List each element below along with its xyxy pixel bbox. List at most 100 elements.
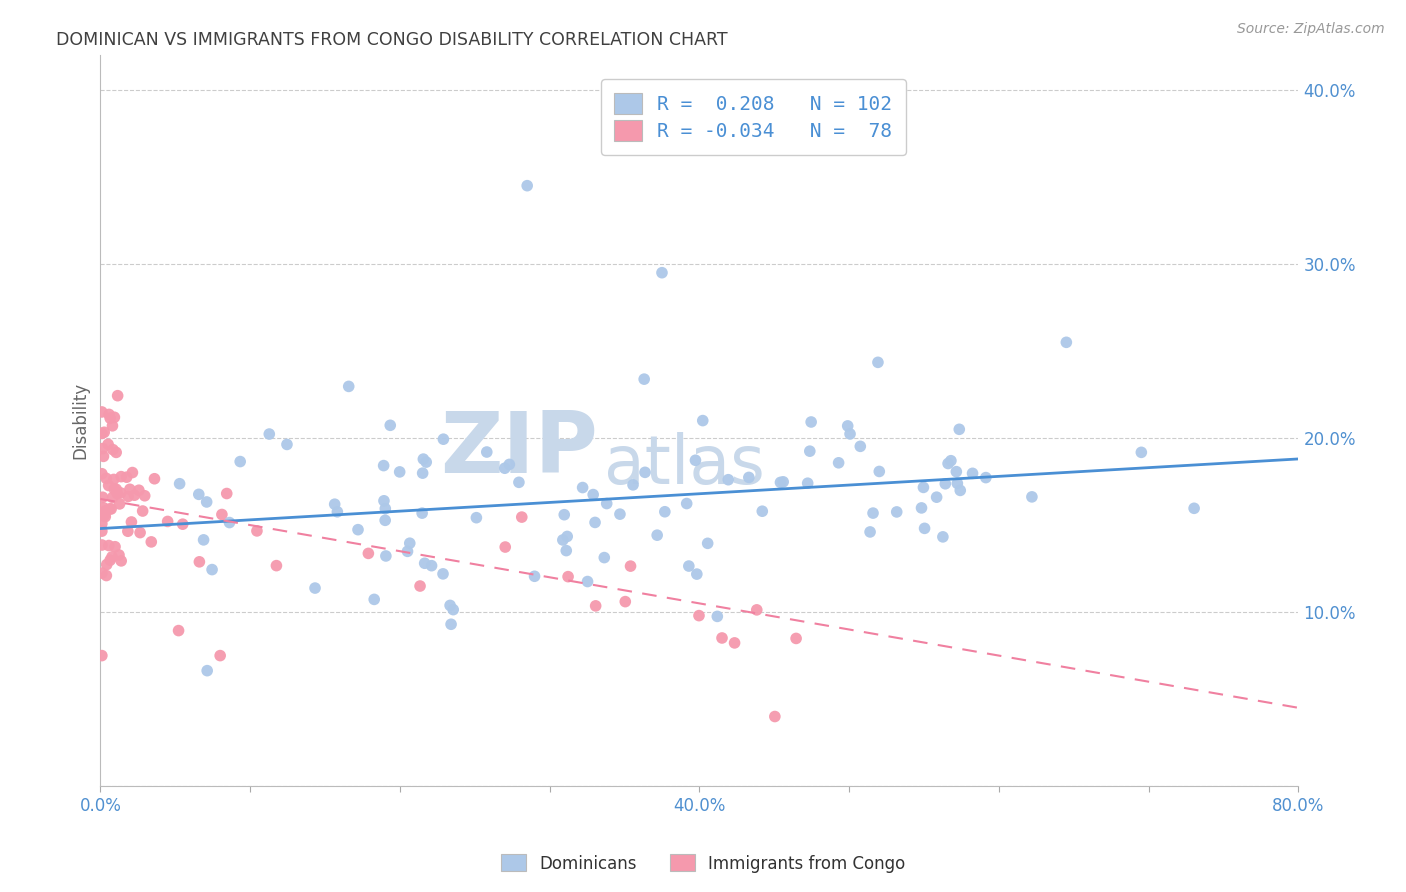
Legend: R =  0.208   N = 102, R = -0.034   N =  78: R = 0.208 N = 102, R = -0.034 N = 78 [600, 79, 905, 155]
Point [103, 410, 125, 425]
Point [110, 469, 132, 483]
Point [156, 515, 179, 529]
Point [134, 489, 156, 503]
Point [738, 470, 761, 484]
Point [785, 632, 807, 646]
Point [218, 516, 240, 530]
Point [326, 505, 349, 519]
Point [412, 452, 434, 467]
Point [90, 648, 112, 663]
Point [103, 472, 125, 486]
Point [363, 592, 385, 607]
Point [516, 178, 538, 193]
Point [187, 487, 209, 501]
Point [769, 475, 792, 490]
Point [614, 594, 637, 608]
Point [827, 456, 849, 470]
Point [103, 482, 125, 496]
Point [215, 486, 238, 500]
Point [347, 523, 370, 537]
Point [621, 478, 644, 492]
Point [475, 445, 498, 459]
Point [93, 500, 115, 515]
Point [939, 453, 962, 467]
Point [910, 500, 932, 515]
Point [172, 517, 194, 532]
Point [201, 563, 224, 577]
Point [211, 508, 233, 522]
Point [304, 581, 326, 595]
Point [124, 488, 146, 502]
Point [105, 483, 128, 497]
Point [93, 425, 115, 440]
Point [374, 513, 396, 527]
Point [96, 568, 118, 582]
Point [751, 504, 773, 518]
Point [706, 609, 728, 624]
Point [441, 602, 464, 616]
Point [104, 540, 127, 554]
Point [962, 467, 984, 481]
Point [634, 466, 657, 480]
Point [98, 501, 121, 516]
Point [107, 389, 129, 403]
Point [862, 506, 884, 520]
Point [523, 569, 546, 583]
Point [413, 556, 436, 570]
Point [675, 497, 697, 511]
Point [118, 483, 141, 497]
Point [93, 508, 115, 522]
Point [711, 631, 734, 645]
Point [96, 558, 118, 572]
Point [195, 664, 218, 678]
Point [582, 487, 605, 501]
Point [131, 504, 153, 518]
Text: Source: ZipAtlas.com: Source: ZipAtlas.com [1237, 22, 1385, 37]
Point [90, 524, 112, 538]
Point [357, 546, 380, 560]
Point [117, 490, 139, 504]
Point [763, 709, 786, 723]
Point [188, 555, 211, 569]
Point [110, 554, 132, 568]
Point [849, 439, 872, 453]
Point [117, 524, 139, 539]
Point [934, 476, 956, 491]
Point [796, 476, 818, 491]
Point [276, 437, 298, 451]
Point [551, 533, 574, 547]
Point [498, 458, 520, 472]
Point [380, 418, 402, 433]
Point [121, 466, 143, 480]
Point [686, 567, 709, 582]
Point [90, 426, 112, 441]
Point [678, 559, 700, 574]
Point [772, 475, 794, 489]
Point [696, 536, 718, 550]
Point [717, 473, 740, 487]
Point [101, 491, 124, 505]
Point [323, 497, 346, 511]
Point [692, 414, 714, 428]
Point [583, 516, 606, 530]
Point [974, 470, 997, 484]
Point [936, 457, 959, 471]
Point [585, 599, 607, 613]
Point [948, 422, 970, 436]
Point [510, 510, 533, 524]
Point [945, 465, 967, 479]
Point [96, 471, 118, 485]
Point [859, 524, 882, 539]
Point [576, 574, 599, 589]
Point [508, 475, 530, 490]
Legend: Dominicans, Immigrants from Congo: Dominicans, Immigrants from Congo [494, 847, 912, 880]
Point [101, 442, 124, 457]
Point [1130, 445, 1153, 459]
Point [167, 624, 190, 638]
Text: ZIP: ZIP [440, 409, 598, 491]
Point [688, 608, 710, 623]
Point [886, 505, 908, 519]
Point [337, 379, 360, 393]
Point [932, 530, 955, 544]
Point [120, 515, 142, 529]
